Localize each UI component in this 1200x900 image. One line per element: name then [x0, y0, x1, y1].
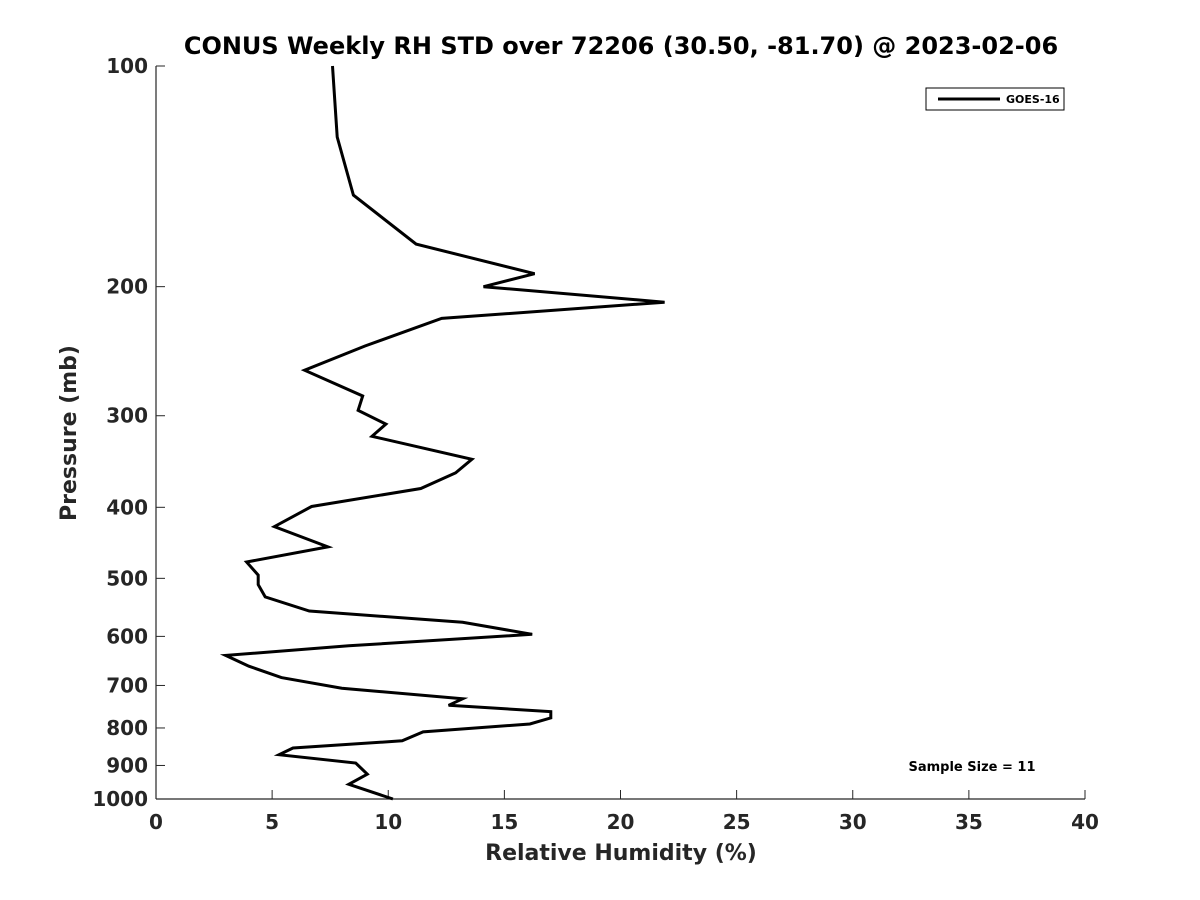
chart-title: CONUS Weekly RH STD over 72206 (30.50, -… — [184, 32, 1058, 60]
x-tick-label: 15 — [490, 810, 518, 834]
y-axis-label: Pressure (mb) — [57, 345, 82, 521]
x-tick-label: 20 — [607, 810, 635, 834]
y-tick-label: 800 — [106, 716, 148, 740]
y-tick-label: 900 — [106, 753, 148, 777]
y-tick-label: 600 — [106, 624, 148, 648]
y-axis-ticks: 100 200 300 400 500 600 700 800 900 1000 — [92, 54, 165, 811]
x-tick-label: 5 — [265, 810, 279, 834]
plot-axes — [155, 66, 1085, 800]
sample-size-annotation: Sample Size = 11 — [908, 760, 1035, 775]
x-tick-label: 10 — [374, 810, 402, 834]
y-tick-label: 100 — [106, 54, 148, 78]
series-line-goes16 — [219, 65, 665, 801]
y-tick-label: 700 — [106, 673, 148, 697]
x-tick-label: 30 — [839, 810, 867, 834]
y-tick-label: 500 — [106, 566, 148, 590]
x-axis-label: Relative Humidity (%) — [485, 841, 757, 866]
x-tick-label: 0 — [149, 810, 163, 834]
y-tick-label: 200 — [106, 275, 148, 299]
x-axis-ticks: 0 5 10 15 20 25 30 35 40 — [149, 790, 1099, 834]
series-layer — [219, 65, 665, 801]
x-tick-label: 35 — [955, 810, 983, 834]
y-tick-label: 1000 — [92, 787, 148, 811]
legend: GOES-16 — [925, 87, 1065, 111]
legend-label-goes16: GOES-16 — [1006, 93, 1060, 106]
y-tick-label: 400 — [106, 495, 148, 519]
x-tick-label: 25 — [723, 810, 751, 834]
x-tick-label: 40 — [1071, 810, 1099, 834]
y-tick-label: 300 — [106, 404, 148, 428]
